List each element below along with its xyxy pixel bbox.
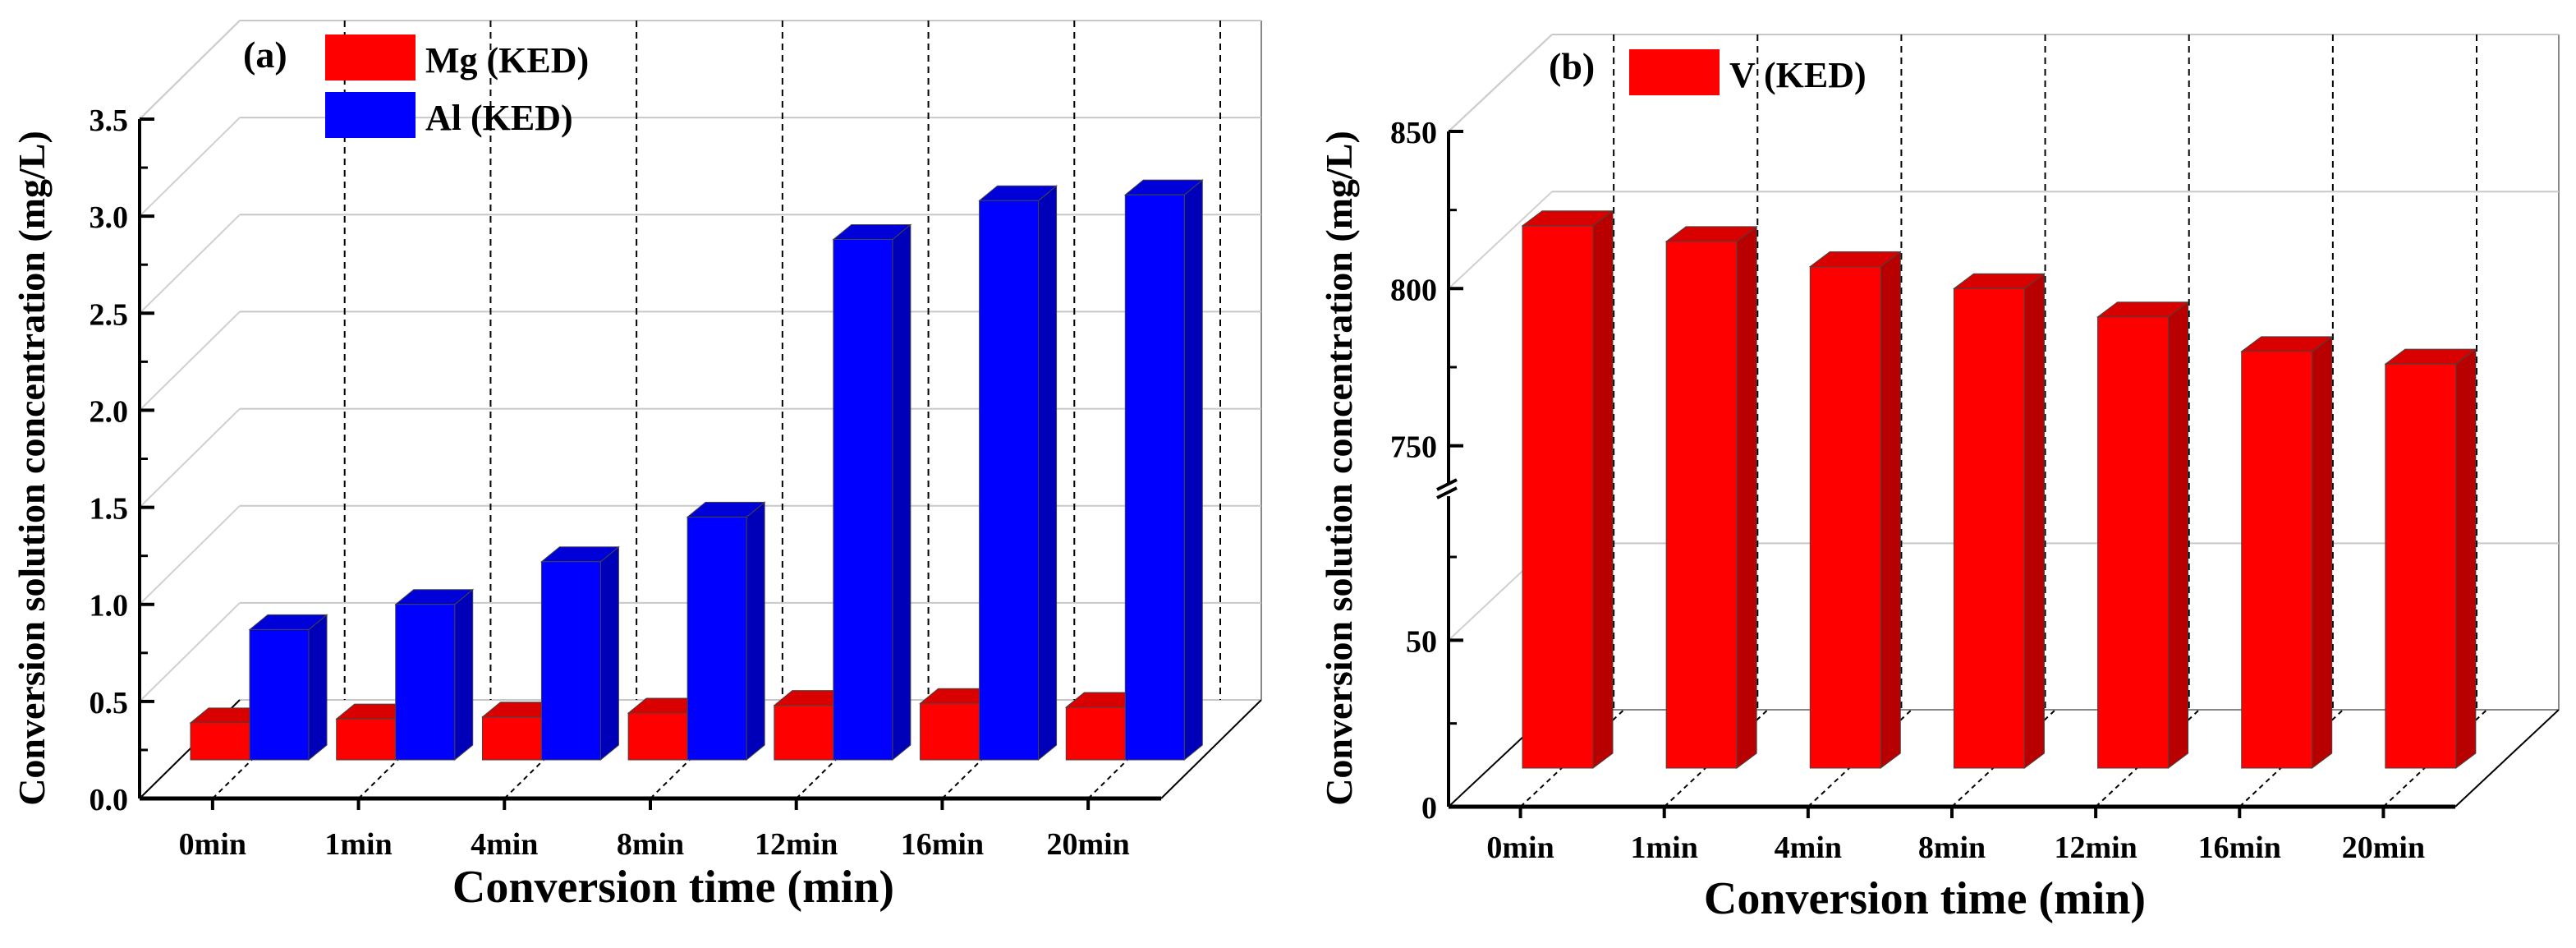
- y-tick-label: 2.5: [90, 297, 129, 332]
- chart-panel-a: 0.0 0.5 1.0 1.5 2.0 2.5 3.0 3.5 0min 1min 4min 8mi…: [11, 20, 1262, 913]
- x-tick-label: 0min: [179, 827, 246, 862]
- legend-swatch-mg: [325, 35, 416, 81]
- bar-al-20min: [1123, 179, 1204, 762]
- chart-b-panel-label: (b): [1549, 45, 1595, 87]
- y-tick-label: 3.0: [90, 200, 129, 235]
- x-tick-label: 1min: [1631, 831, 1698, 865]
- x-tick-label: 16min: [901, 827, 984, 862]
- axis-break: [1436, 478, 1458, 491]
- y-tick-label: 800: [1390, 273, 1437, 307]
- x-tick-label: 16min: [2198, 831, 2281, 865]
- bar-v-0min: [1521, 209, 1614, 769]
- y-tick-label: 750: [1390, 430, 1437, 465]
- chart-a-x-axis-title: Conversion time (min): [452, 862, 894, 913]
- bar-v-8min: [1952, 273, 2046, 769]
- x-tick-label: 1min: [324, 827, 392, 862]
- x-tick-label: 8min: [617, 827, 684, 862]
- x-tick-label: 4min: [1775, 831, 1842, 865]
- y-tick-label: 850: [1390, 116, 1437, 150]
- chart-a-y-axis: [138, 117, 154, 800]
- gridline-side: [1448, 191, 1553, 290]
- y-tick-label: 3.5: [90, 104, 129, 138]
- x-tick-label: 8min: [1918, 831, 1986, 865]
- chart-panel-b: 0 50 750 800 850 0min 1min 4min 8min 12min 16min 2…: [1318, 34, 2560, 924]
- chart-a-back-wall: [139, 20, 1262, 799]
- gridline-side: [139, 407, 241, 509]
- y-tick-label: 50: [1406, 624, 1437, 659]
- y-tick-label: 2.0: [90, 394, 129, 429]
- chart-a-panel-label: (a): [243, 34, 287, 76]
- bar-v-4min: [1808, 251, 1902, 769]
- gridline-side: [1448, 34, 1553, 132]
- y-tick-label: 1.0: [90, 589, 129, 624]
- chart-b-y-tick-labels: 0 50 750 800 850: [1390, 116, 1437, 826]
- chart-a-y-axis-title: Conversion solution concentration (mg/L): [11, 131, 53, 806]
- chart-a-y-tick-labels: 0.0 0.5 1.0 1.5 2.0 2.5 3.0 3.5: [90, 104, 129, 817]
- bar-al-16min: [978, 185, 1058, 762]
- legend-label-v: V (KED): [1729, 55, 1867, 95]
- chart-b-legend: V (KED): [1629, 49, 1867, 95]
- gridline-side: [139, 311, 241, 412]
- gridline-side: [139, 602, 241, 702]
- legend-swatch-v: [1629, 49, 1720, 95]
- gridline-side: [139, 505, 241, 605]
- x-tick-label: 20min: [2342, 831, 2425, 865]
- chart-b-x-tick-labels: 0min 1min 4min 8min 12min 16min 20min: [1486, 831, 2425, 865]
- legend-label-mg: Mg (KED): [425, 40, 589, 81]
- chart-b-y-axis-title: Conversion solution concentration (mg/L): [1318, 131, 1360, 806]
- gridline-side: [139, 214, 241, 314]
- bar-v-1min: [1665, 225, 1758, 769]
- chart-a-legend: Mg (KED) Al (KED): [325, 35, 589, 138]
- x-tick-label: 12min: [755, 827, 838, 862]
- legend-swatch-al: [325, 92, 416, 138]
- chart-a-x-tick-labels: 0min 1min 4min 8min 12min 16min 20min: [179, 827, 1130, 862]
- chart-b-x-axis-title: Conversion time (min): [1704, 873, 2146, 924]
- gridline-side: [139, 117, 241, 217]
- bar-al-8min: [686, 501, 766, 762]
- bar-mg-0min: [189, 706, 269, 762]
- bar-al-0min: [248, 614, 328, 762]
- y-tick-label: 0.5: [90, 686, 129, 720]
- y-tick-label: 1.5: [90, 492, 129, 527]
- chart-b-y-axis: [1436, 130, 1463, 808]
- chart-a-bars: [189, 179, 1204, 762]
- legend-label-al: Al (KED): [425, 98, 573, 138]
- y-tick-label: 0: [1421, 791, 1437, 826]
- x-tick-label: 4min: [471, 827, 538, 862]
- bar-v-16min: [2240, 335, 2334, 769]
- x-tick-label: 20min: [1046, 827, 1129, 862]
- bar-v-20min: [2384, 348, 2477, 769]
- x-tick-label: 12min: [2054, 831, 2137, 865]
- chart-b-bars: [1521, 209, 2477, 769]
- bar-v-12min: [2096, 301, 2190, 769]
- y-tick-label: 0.0: [90, 783, 129, 817]
- bar-al-1min: [394, 588, 475, 762]
- axis-break: [1436, 486, 1458, 499]
- bar-al-12min: [832, 223, 912, 762]
- x-tick-label: 0min: [1486, 831, 1554, 865]
- bar-al-4min: [540, 545, 620, 762]
- gridline-side: [139, 20, 241, 120]
